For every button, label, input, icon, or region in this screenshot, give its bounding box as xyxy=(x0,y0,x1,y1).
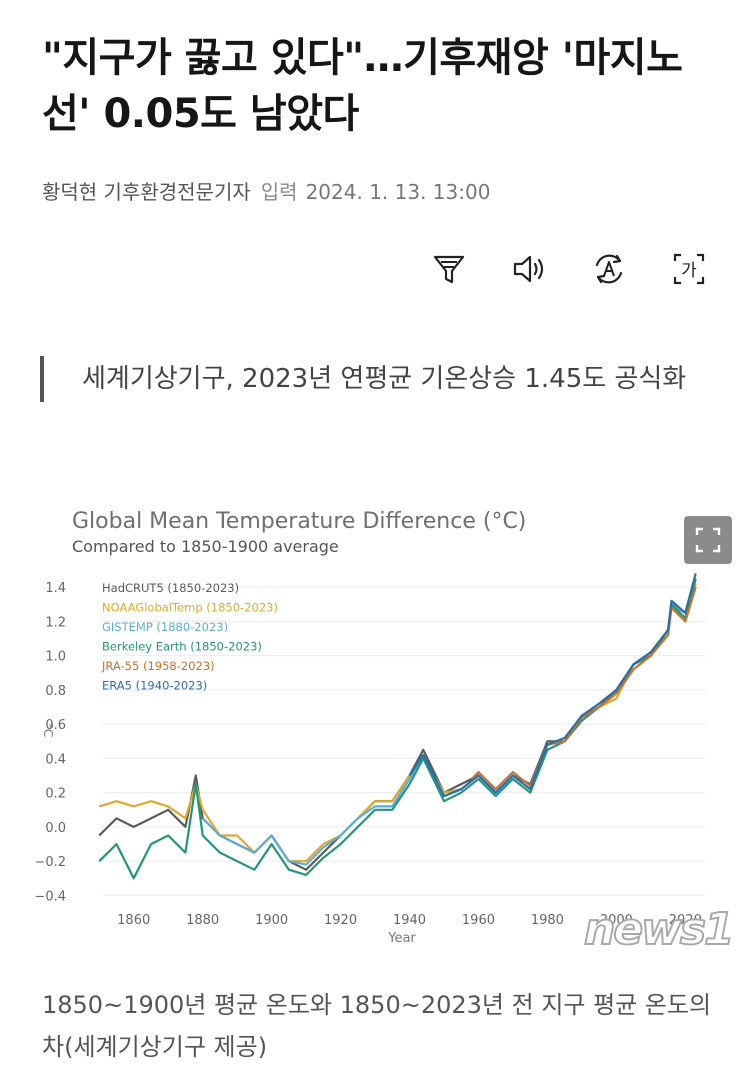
x-tick-label: 1920 xyxy=(324,913,357,928)
y-tick-label: 1.2 xyxy=(45,615,66,630)
x-tick-label: 1860 xyxy=(117,913,150,928)
article-headline: "지구가 끓고 있다"…기후재앙 '마지노선' 0.05도 남았다 xyxy=(42,35,683,137)
legend-entry: NOAAGlobalTemp (1850-2023) xyxy=(102,601,278,615)
legend-entry: Berkeley Earth (1850-2023) xyxy=(102,640,262,654)
series-line xyxy=(408,573,697,798)
y-tick-label: 0.0 xyxy=(45,821,66,836)
audio-button[interactable] xyxy=(506,246,552,292)
x-tick-label: 1960 xyxy=(462,913,495,928)
x-tick-label: 1940 xyxy=(393,913,426,928)
chart-x-axis-label: Year xyxy=(387,931,416,946)
font-size-icon: 가 xyxy=(673,253,705,285)
publish-date: 2024. 1. 13. 13:00 xyxy=(305,180,491,204)
article-figure: Global Mean Temperature Difference (°C) … xyxy=(30,492,748,962)
translate-button[interactable] xyxy=(586,246,632,292)
figure-caption: 1850~1900년 평균 온도와 1850~2023년 전 지구 평균 온도의… xyxy=(42,991,712,1061)
speaker-icon xyxy=(513,255,544,283)
x-tick-label: 2000 xyxy=(600,913,633,928)
chart-subtitle: Compared to 1850-1900 average xyxy=(72,537,339,556)
y-tick-label: 0.2 xyxy=(45,787,66,802)
y-tick-label: 1.0 xyxy=(45,650,66,665)
legend-entry: HadCRUT5 (1850-2023) xyxy=(102,581,239,595)
font-size-label: 가 xyxy=(681,261,697,281)
y-tick-label: −0.4 xyxy=(34,889,66,904)
x-tick-label: 1880 xyxy=(186,913,219,928)
x-tick-label: 1980 xyxy=(531,913,564,928)
chart-title: Global Mean Temperature Difference (°C) xyxy=(72,509,526,534)
y-tick-label: 0.8 xyxy=(45,684,66,699)
article-toolbar: 가 xyxy=(426,246,712,292)
temperature-chart: Global Mean Temperature Difference (°C) … xyxy=(34,509,706,946)
legend-entry: GISTEMP (1880-2023) xyxy=(102,620,228,634)
y-tick-label: 0.4 xyxy=(45,752,66,767)
filter-icon xyxy=(433,255,465,284)
article-byline: 황덕현 기후환경전문기자 입력 2024. 1. 13. 13:00 xyxy=(42,176,490,205)
x-tick-label: 1900 xyxy=(255,913,288,928)
y-tick-label: 0.6 xyxy=(45,718,66,733)
expand-icon xyxy=(695,527,721,553)
legend-entry: ERA5 (1940-2023) xyxy=(102,679,207,693)
input-label: 입력 xyxy=(260,180,298,204)
y-tick-label: −0.2 xyxy=(34,855,66,870)
article-summary: 세계기상기구, 2023년 연평균 기온상승 1.45도 공식화 xyxy=(40,356,710,402)
filter-button[interactable] xyxy=(426,246,472,292)
author-name[interactable]: 황덕현 기후환경전문기자 xyxy=(42,180,251,204)
chart-y-axis-label: °C xyxy=(41,723,55,737)
y-tick-label: 1.4 xyxy=(45,581,66,596)
expand-image-button[interactable] xyxy=(684,516,732,564)
font-size-button[interactable]: 가 xyxy=(666,246,712,292)
x-tick-label: 2020 xyxy=(669,913,702,928)
legend-entry: JRA-55 (1958-2023) xyxy=(101,659,215,673)
translate-icon xyxy=(595,254,623,284)
news1-watermark: news1 xyxy=(583,903,736,956)
